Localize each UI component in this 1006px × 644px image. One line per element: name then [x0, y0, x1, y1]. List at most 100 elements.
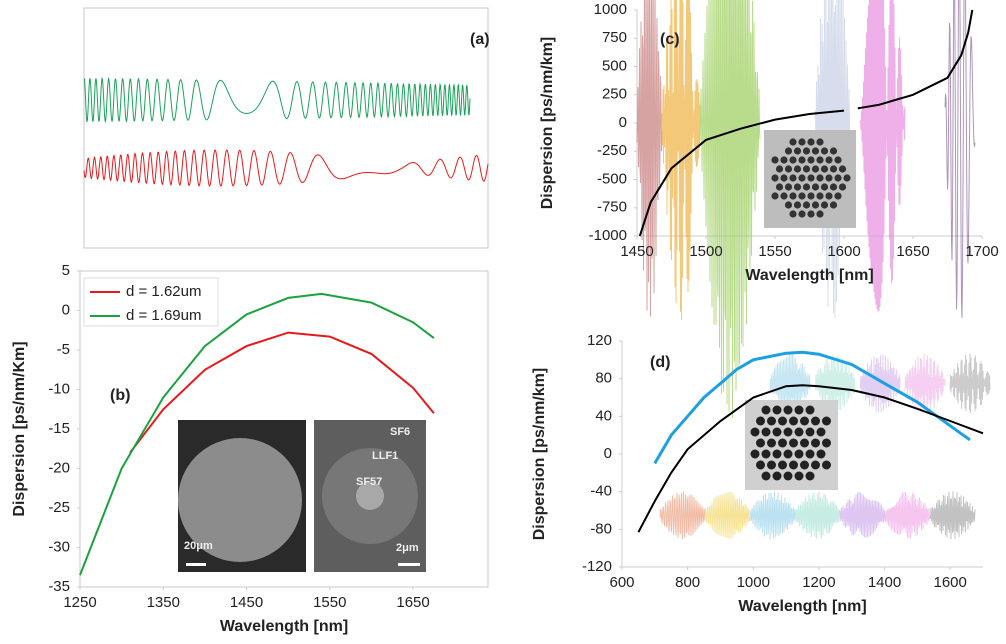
y-tick-label: -15	[48, 420, 70, 437]
legend-label: d = 1.62um	[126, 283, 201, 300]
x-tick-label: 1650	[896, 243, 929, 260]
air-hole	[829, 147, 838, 155]
x-tick-label: 1400	[868, 574, 901, 591]
air-hole	[761, 471, 771, 481]
spectrum-trace	[904, 353, 946, 413]
panel-label: (b)	[110, 387, 130, 404]
x-axis-title: Wavelength [nm]	[745, 267, 873, 284]
air-hole	[807, 156, 815, 164]
spectrum-trace	[839, 491, 886, 538]
x-tick-label: 1550	[313, 594, 346, 611]
air-hole	[825, 174, 833, 182]
air-hole	[784, 201, 793, 209]
air-hole	[798, 138, 806, 146]
panel-label: (a)	[470, 31, 490, 48]
spectrum-trace	[661, 0, 701, 320]
air-hole	[756, 416, 765, 426]
y-tick-label: 750	[602, 29, 627, 46]
air-hole	[775, 165, 784, 173]
y-tick-label: 0	[62, 301, 70, 318]
y-tick-label: 120	[587, 332, 612, 349]
air-hole	[838, 183, 847, 191]
air-hole	[811, 460, 820, 470]
annotation: 20μm	[184, 540, 213, 552]
air-hole	[794, 427, 804, 437]
panel-label: (d)	[650, 354, 670, 371]
air-hole	[816, 156, 824, 164]
air-hole	[816, 192, 824, 200]
air-hole	[800, 438, 809, 448]
air-hole	[822, 416, 831, 426]
air-hole	[811, 438, 820, 448]
x-tick-label: 1450	[620, 243, 653, 260]
air-hole	[834, 156, 842, 164]
air-hole	[780, 192, 788, 200]
y-tick-label: 40	[595, 407, 612, 424]
air-hole	[811, 201, 820, 209]
air-hole	[761, 449, 771, 459]
x-tick-label: 800	[675, 574, 700, 591]
legend-box	[83, 277, 219, 327]
air-hole	[783, 449, 793, 459]
air-hole	[805, 427, 815, 437]
y-axis-title: Dispersion [ps/nm/Km]	[11, 341, 28, 516]
y-tick-label: -35	[48, 578, 70, 595]
air-hole	[807, 138, 815, 146]
air-hole	[789, 174, 797, 182]
air-hole	[800, 460, 809, 470]
air-hole	[784, 165, 793, 173]
y-tick-label: -40	[590, 483, 612, 500]
air-hole	[761, 427, 771, 437]
air-hole	[805, 471, 815, 481]
air-hole	[783, 427, 793, 437]
air-hole	[829, 183, 838, 191]
annotation: SF57	[356, 476, 382, 488]
air-hole	[778, 438, 787, 448]
air-hole	[816, 138, 824, 146]
air-hole	[811, 183, 820, 191]
y-tick-label: -25	[48, 499, 70, 516]
air-hole	[829, 165, 838, 173]
air-hole	[822, 460, 831, 470]
air-hole	[802, 165, 811, 173]
air-hole	[807, 210, 815, 218]
air-hole	[807, 174, 815, 182]
air-hole	[772, 405, 782, 415]
y-tick-label: -120	[582, 558, 612, 575]
air-hole	[789, 416, 798, 426]
air-hole	[783, 471, 793, 481]
air-hole	[793, 165, 802, 173]
x-axis-title: Wavelength [nm]	[220, 618, 348, 635]
spectrum-trace	[636, 0, 663, 317]
air-hole	[775, 183, 784, 191]
x-tick-label: 1600	[827, 243, 860, 260]
air-hole	[802, 183, 811, 191]
air-hole	[767, 460, 776, 470]
x-tick-label: 1000	[737, 574, 770, 591]
series-line	[129, 331, 435, 454]
series-line	[637, 384, 984, 533]
air-hole	[820, 147, 829, 155]
air-hole	[771, 174, 779, 182]
air-hole	[805, 405, 815, 415]
x-axis-title: Wavelength [nm]	[738, 598, 866, 615]
air-hole	[816, 174, 824, 182]
air-hole	[798, 174, 806, 182]
air-hole	[834, 174, 842, 182]
air-hole	[798, 156, 806, 164]
x-tick-label: 1450	[230, 594, 263, 611]
x-tick-label: 600	[609, 574, 634, 591]
plot-frame	[83, 7, 489, 249]
spectrum-trace	[83, 149, 489, 187]
air-hole	[756, 460, 765, 470]
air-hole	[771, 156, 779, 164]
air-hole	[789, 156, 797, 164]
y-tick-label: 250	[602, 86, 627, 103]
y-tick-label: 500	[602, 57, 627, 74]
x-tick-label: 1500	[689, 243, 722, 260]
air-hole	[767, 416, 776, 426]
y-tick-label: -500	[597, 170, 627, 187]
air-hole	[771, 192, 779, 200]
air-hole	[780, 156, 788, 164]
